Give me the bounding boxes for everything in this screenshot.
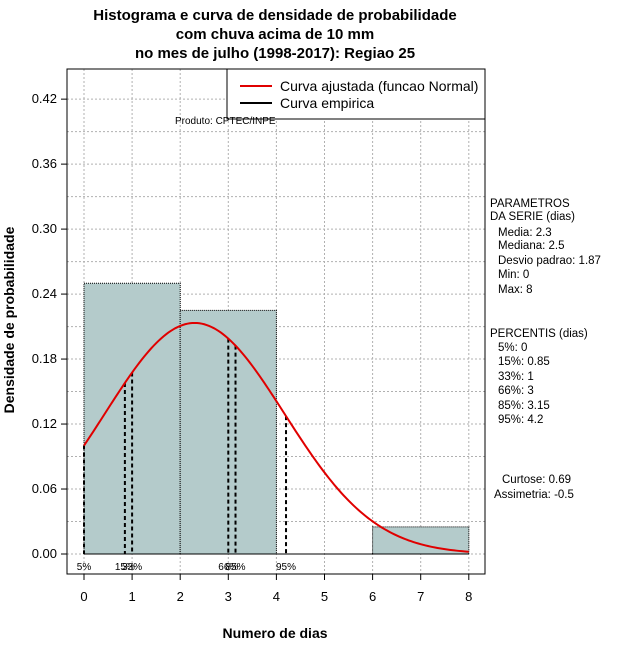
x-axis-label: Numero de dias <box>222 625 327 641</box>
x-tick-label: 7 <box>417 589 424 604</box>
normal-curve <box>83 321 469 553</box>
percentil-85: 85%: 3.15 <box>498 400 550 412</box>
percentis-title: PERCENTIS (dias) <box>490 328 588 340</box>
y-tick-label: 0.24 <box>32 286 57 301</box>
y-tick-label: 0.00 <box>32 546 57 561</box>
y-tick-label: 0.12 <box>32 416 57 431</box>
percentil-5: 5%: 0 <box>498 342 527 354</box>
x-tick-label: 2 <box>177 589 184 604</box>
x-tick-label: 8 <box>465 589 472 604</box>
parametros-title-2: DA SERIE (dias) <box>490 211 575 223</box>
histogram-bars <box>83 282 470 555</box>
y-tick-label: 0.06 <box>32 481 57 496</box>
parametros-panel: PARAMETROS DA SERIE (dias) Media: 2.3 Me… <box>490 198 601 296</box>
legend: Curva ajustada (funcao Normal) Curva emp… <box>226 68 486 120</box>
axes: 0 1 2 3 4 5 6 7 8 0.00 0.06 0.12 0.18 0.24 0.30 0.36 0.4… <box>32 91 473 604</box>
param-media: Media: 2.3 <box>498 227 552 239</box>
y-tick-label: 0.30 <box>32 221 57 236</box>
percentile-label: 95% <box>276 562 296 573</box>
percentis-panel: PERCENTIS (dias) 5%: 0 15%: 0.85 33%: 1 … <box>490 328 588 426</box>
percentil-15: 15%: 0.85 <box>498 356 550 368</box>
percentile-label: 33% <box>122 562 142 573</box>
assimetria: Assimetria: -0.5 <box>494 489 574 501</box>
x-tick-label: 4 <box>273 589 280 604</box>
x-tick-label: 5 <box>321 589 328 604</box>
chart-title-line-3: no mes de julho (1998-2017): Regiao 25 <box>135 45 415 62</box>
x-tick-label: 1 <box>128 589 135 604</box>
y-tick-label: 0.42 <box>32 91 57 106</box>
param-mediana: Mediana: 2.5 <box>498 240 565 252</box>
parametros-title-1: PARAMETROS <box>490 198 570 210</box>
percentil-66: 66%: 3 <box>498 385 534 397</box>
legend-box <box>226 68 486 120</box>
param-min: Min: 0 <box>498 269 529 281</box>
x-tick-label: 0 <box>80 589 87 604</box>
percentil-95: 95%: 4.2 <box>498 414 543 426</box>
x-tick-label: 3 <box>225 589 232 604</box>
y-tick-label: 0.18 <box>32 351 57 366</box>
percentile-label: 85% <box>226 562 246 573</box>
param-max: Max: 8 <box>498 284 533 296</box>
legend-label-fit: Curva ajustada (funcao Normal) <box>280 78 478 94</box>
forma-panel: Curtose: 0.69 Assimetria: -0.5 <box>494 474 574 501</box>
y-axis-label: Densidade de probabilidade <box>1 226 17 413</box>
param-desvio: Desvio padrao: 1.87 <box>498 255 601 267</box>
chart-title-line-2: com chuva acima de 10 mm <box>176 26 374 43</box>
percentile-lines: 5% 15%33% 66%85% 95% <box>77 338 296 573</box>
percentile-label: 66% <box>218 562 238 573</box>
percentile-label: 5% <box>77 562 92 573</box>
normal-curve-path <box>83 321 469 553</box>
chart-title-line-1: Histograma e curva de densidade de proba… <box>93 7 456 24</box>
curtose: Curtose: 0.69 <box>502 474 571 486</box>
produto-label: Produto: CPTEC/INPE <box>175 116 276 127</box>
percentile-label: 15% <box>115 562 135 573</box>
x-tick-label: 6 <box>369 589 376 604</box>
legend-label-empirical: Curva empirica <box>280 95 374 111</box>
y-tick-label: 0.36 <box>32 156 57 171</box>
percentil-33: 33%: 1 <box>498 371 534 383</box>
